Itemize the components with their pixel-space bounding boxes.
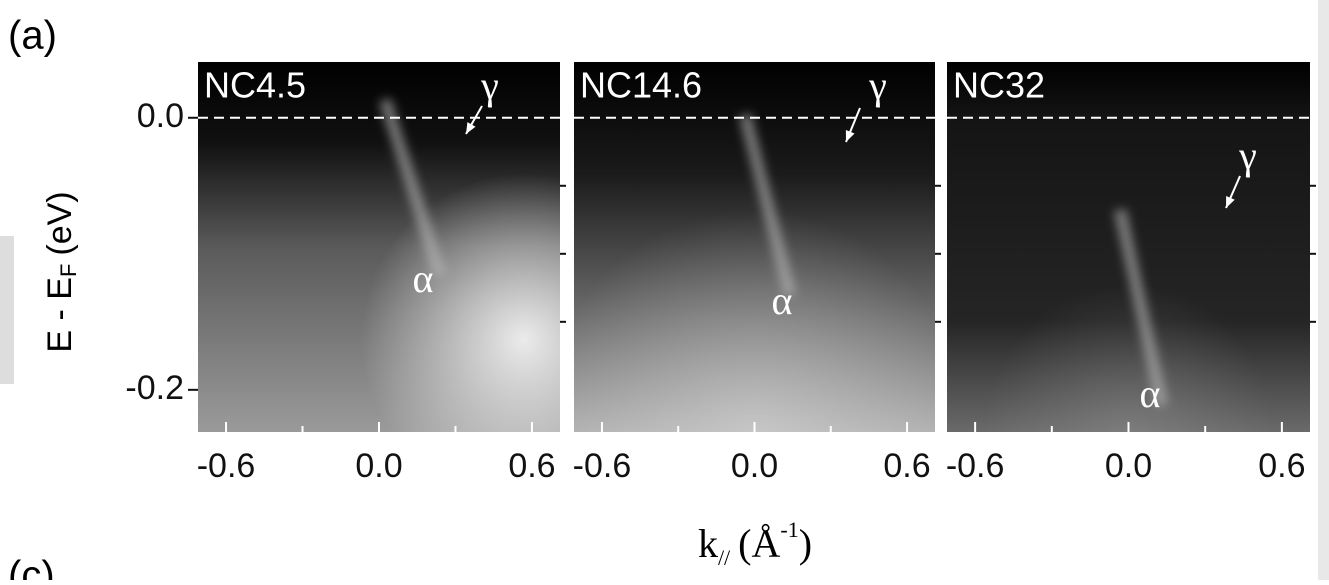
gamma-label: γ (868, 63, 887, 108)
x-tick-label: -0.6 (197, 447, 256, 485)
gamma-arrowhead (466, 122, 476, 134)
y-tick-label: 0.0 (137, 97, 184, 135)
gamma-arrowhead (845, 130, 855, 142)
next-figure-label: (c) (8, 554, 55, 580)
band-dispersion (1114, 208, 1168, 407)
panel: NC14.6 γ α -0.6 0.0 0.6 (573, 62, 941, 485)
x-tick-label: 0.6 (508, 447, 555, 485)
y-axis-label: E - EF (eV) (41, 191, 81, 352)
band-dispersion (739, 113, 796, 297)
edge-strip (1318, 0, 1329, 580)
x-tick-label: 0.6 (1258, 447, 1305, 485)
panel-title: NC4.5 (204, 65, 306, 106)
x-label-close: ) (799, 521, 812, 566)
y-label-main: E - E (41, 277, 79, 353)
band-dispersion (379, 98, 446, 277)
alpha-label: α (413, 256, 434, 301)
panel: NC4.5 γ α -0.6 0.0 0.6 0.0 -0.2 (125, 62, 566, 485)
x-label-open: (Å (738, 521, 780, 566)
y-tick-label: -0.2 (125, 369, 184, 407)
x-tick-label: -0.6 (946, 447, 1005, 485)
x-tick-label: 0.0 (731, 447, 778, 485)
x-tick-label: 0.0 (1105, 447, 1152, 485)
figure-label: (a) (8, 14, 57, 58)
x-label-sub: // (718, 545, 731, 570)
spectrum-glow (198, 62, 560, 432)
x-tick-label: -0.6 (573, 447, 632, 485)
panel-title: NC14.6 (580, 65, 702, 106)
panel: NC32 γ α -0.6 0.0 0.6 (946, 62, 1316, 485)
gamma-label: γ (480, 63, 499, 108)
x-tick-label: 0.6 (883, 447, 930, 485)
gamma-label: γ (1238, 133, 1257, 178)
x-label-sup: -1 (780, 517, 798, 542)
panel-title: NC32 (953, 65, 1045, 106)
alpha-label: α (1140, 371, 1161, 416)
x-label-main: k (698, 521, 718, 566)
alpha-label: α (772, 278, 793, 323)
gamma-arrowhead (1226, 196, 1235, 208)
y-label-sub: F (56, 264, 81, 277)
y-label-unit: (eV) (41, 191, 79, 255)
x-tick-label: 0.0 (355, 447, 402, 485)
edge-box (0, 236, 14, 384)
spectrum-glow (574, 62, 935, 432)
x-axis-label: k// (Å-1) (698, 517, 812, 570)
